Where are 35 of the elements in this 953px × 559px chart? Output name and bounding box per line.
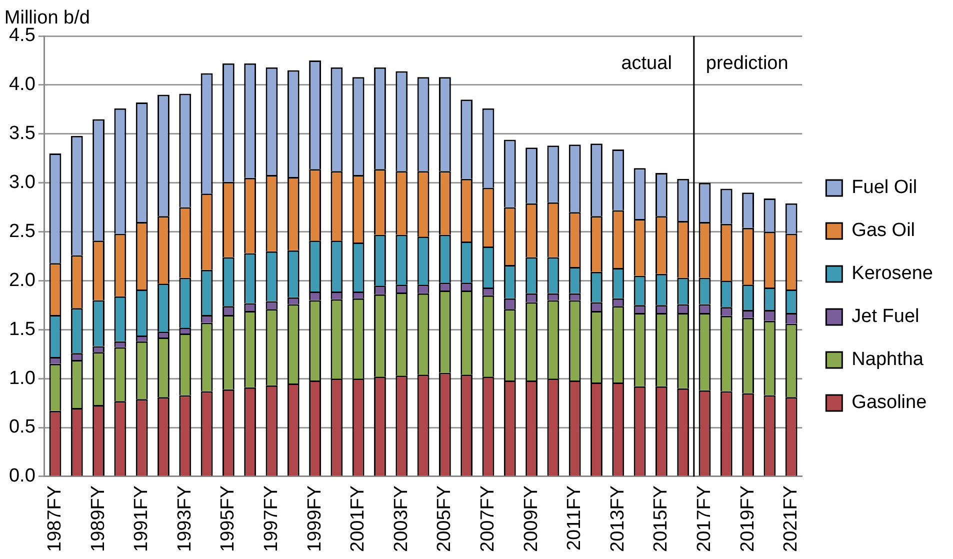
x-tick-label: 2015FY [650,485,672,552]
y-tick-label: 0.0 [8,466,36,487]
legend-label: Kerosene [852,263,934,284]
legend-label: Fuel Oil [852,177,918,198]
y-tick-label: 3.0 [8,172,36,194]
x-tick-label: 2011FY [564,485,586,551]
x-tick-label: 2013FY [607,485,628,552]
x-tick-label: 2005FY [434,485,456,552]
annotation: prediction [706,53,788,74]
x-tick-label: 2009FY [520,485,542,552]
x-tick-label: 2017FY [694,485,715,552]
y-tick-label: 1.0 [8,368,36,389]
y-tick-label: 2.0 [8,270,36,291]
y-tick-label: 4.0 [8,74,36,96]
x-tick-label: 2003FY [390,485,412,552]
x-tick-label: 2021FY [780,485,802,552]
y-tick-label: 2.5 [8,220,36,242]
x-tick-label: 2007FY [477,485,498,552]
x-tick-label: 1989FY [88,485,109,552]
x-tick-label: 1997FY [260,485,282,552]
annotation: actual [621,53,672,74]
x-tick-label: 2001FY [348,485,369,552]
legend-label: Naphtha [852,349,924,370]
legend-label: Gasoline [852,392,927,414]
x-tick-label: 1999FY [304,485,326,552]
x-tick-label: 1993FY [174,485,196,552]
y-tick-label: 0.5 [8,416,36,438]
legend-label: Jet Fuel [852,306,920,328]
y-tick-label: 1.5 [8,318,36,340]
legend-label: Gas Oil [852,220,916,242]
x-tick-label: 2019FY [737,485,758,552]
x-tick-label: 1991FY [131,485,152,552]
x-tick-label: 1995FY [218,485,239,552]
y-tick-label: 3.5 [8,123,36,144]
x-tick-label: 1987FY [44,485,66,552]
